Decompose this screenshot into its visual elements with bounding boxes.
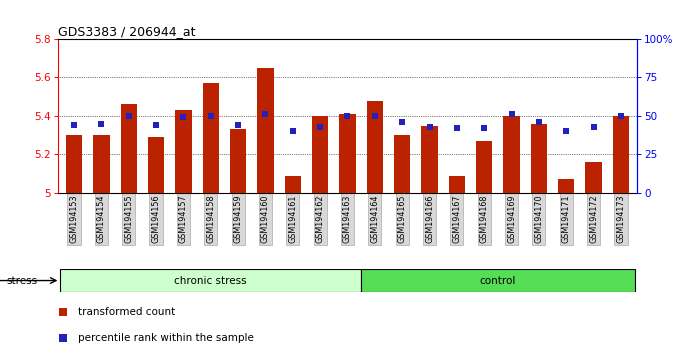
Bar [175,110,192,193]
Bar [613,116,629,193]
Text: GDS3383 / 206944_at: GDS3383 / 206944_at [58,25,195,38]
Bar [285,176,301,193]
Bar [531,124,547,193]
Bar [367,101,383,193]
Text: stress: stress [7,275,38,286]
Bar [585,162,602,193]
Bar [476,141,492,193]
Text: transformed count: transformed count [78,307,175,317]
Bar [312,116,328,193]
Text: percentile rank within the sample: percentile rank within the sample [78,333,254,343]
Bar [558,179,574,193]
Bar [121,104,137,193]
Bar [148,137,164,193]
Bar [421,126,438,193]
Bar [257,68,274,193]
Bar [449,176,465,193]
Bar [339,114,356,193]
Text: control: control [479,275,516,286]
Bar [60,269,361,292]
Bar [361,269,635,292]
Text: chronic stress: chronic stress [174,275,247,286]
Bar [394,135,410,193]
Bar [66,135,82,193]
Bar [230,130,246,193]
Bar [93,135,110,193]
Bar [203,83,219,193]
Bar [503,116,520,193]
